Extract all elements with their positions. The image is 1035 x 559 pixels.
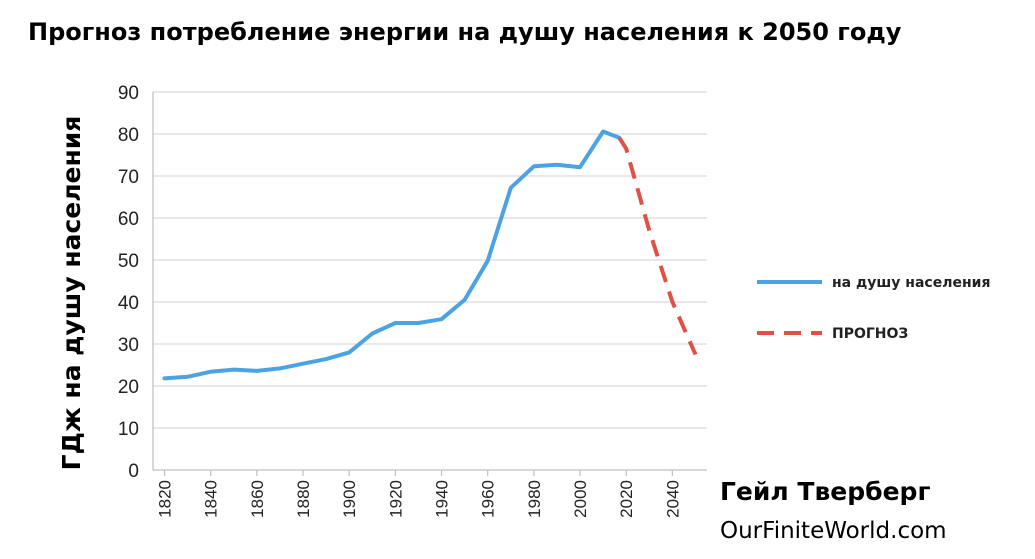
x-tick-label: 1940 (433, 480, 452, 518)
y-tick-label: 10 (118, 419, 139, 440)
x-tick-label: 1880 (294, 480, 313, 518)
x-tick-label: 1900 (340, 480, 359, 518)
x-tick-label: 2000 (571, 480, 590, 518)
legend: на душу населения ПРОГНОЗ (757, 275, 990, 342)
series-lines (162, 129, 698, 381)
x-tick-label: 1840 (202, 480, 221, 518)
x-tick-label: 1820 (156, 480, 175, 518)
y-tick-label: 20 (118, 377, 139, 398)
x-tick-label: 1860 (248, 480, 267, 518)
gridlines (152, 91, 707, 471)
y-tick-label: 60 (118, 209, 139, 230)
y-axis-label: ГДж на душу населения (57, 116, 86, 471)
series-line-historical (162, 129, 622, 381)
y-tick-label: 50 (118, 251, 139, 272)
x-tick-label: 1920 (386, 480, 405, 518)
y-tick-label: 30 (118, 335, 139, 356)
y-tick-label: 0 (128, 461, 139, 482)
author-credit: Гейл Тверберг (720, 477, 931, 506)
x-tick-label: 2040 (663, 480, 682, 518)
y-tick-label: 80 (118, 125, 139, 146)
x-tick-label: 1980 (525, 480, 544, 518)
y-tick-label: 90 (118, 83, 139, 104)
chart-title: Прогноз потребление энергии на душу насе… (28, 18, 902, 46)
website-credit: OurFiniteWorld.com (720, 518, 947, 544)
series-line-forecast (617, 136, 698, 356)
y-tick-label: 70 (118, 167, 139, 188)
x-axis-ticks: 1820 1840 1860 1880 1900 1920 1940 1960 1980 2000… (156, 470, 682, 518)
y-axis-ticks: 0 10 20 30 40 50 60 70 80 90 (118, 83, 139, 482)
legend-label-forecast: ПРОГНОЗ (832, 326, 908, 342)
legend-label-historical: на душу населения (832, 275, 990, 291)
y-tick-label: 40 (118, 293, 139, 314)
x-tick-label: 1960 (479, 480, 498, 518)
x-tick-label: 2020 (617, 480, 636, 518)
